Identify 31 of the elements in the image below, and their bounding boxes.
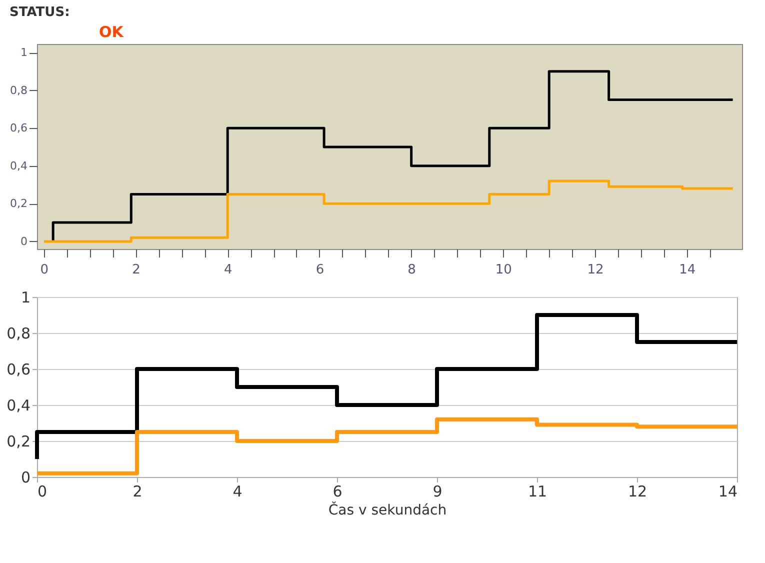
x-tick-label: 10 — [495, 262, 512, 278]
x-tick-label: 12 — [587, 262, 604, 278]
y-tick-label: 0 — [20, 468, 30, 486]
y-tick-label: 0,6 — [10, 122, 28, 135]
y-tick-label: 0,8 — [10, 84, 28, 97]
x-tick-label: 14 — [679, 262, 696, 278]
x-tick-label: 11 — [528, 482, 548, 500]
y-tick-label: 0,2 — [10, 197, 28, 210]
y-tick-label: 0,8 — [6, 324, 30, 342]
text: OK — [99, 23, 125, 41]
x-tick-label: 9 — [432, 482, 442, 500]
x-tick-label: 2 — [132, 482, 142, 500]
x-tick-label: 6 — [332, 482, 342, 500]
x-tick-label: 2 — [132, 262, 140, 278]
y-tick-label: 1 — [20, 288, 30, 306]
y-tick-label: 1 — [20, 46, 28, 59]
y-tick-label: 0,6 — [6, 360, 30, 378]
x-tick-label: 6 — [316, 262, 324, 278]
y-tick-label: 0,2 — [6, 432, 30, 450]
y-tick-label: 0,4 — [10, 159, 28, 172]
chart-title: STATUS: — [10, 5, 70, 20]
y-tick-label: 0 — [20, 234, 28, 248]
x-tick-label: 14 — [718, 482, 738, 500]
x-tick-label: 0 — [38, 482, 48, 500]
x-tick-label: 4 — [232, 482, 242, 500]
x-tick-label: 0 — [40, 262, 49, 278]
x-tick-label: 4 — [224, 262, 232, 278]
x-tick-label: 12 — [628, 482, 648, 500]
y-tick-label: 0,4 — [6, 396, 30, 414]
x-tick-label: 8 — [408, 262, 416, 278]
x-axis-title: Čas v sekundách — [328, 502, 447, 518]
